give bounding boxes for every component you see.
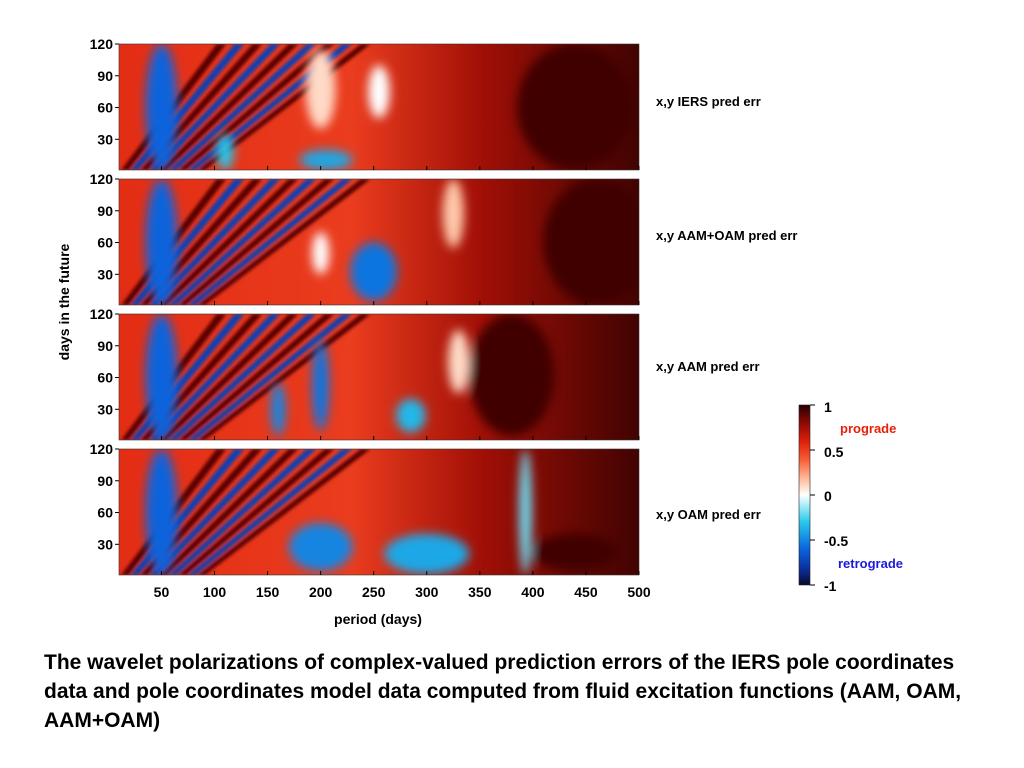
y-tick-label: 120 xyxy=(90,306,114,322)
x-tick-label: 400 xyxy=(521,584,545,600)
colorbar xyxy=(798,404,815,586)
stripe-mark xyxy=(159,44,299,170)
y-tick-label: 30 xyxy=(97,401,113,417)
y-tick-label: 30 xyxy=(97,131,113,147)
stripe-mark xyxy=(149,179,281,305)
y-tick-label: 60 xyxy=(97,100,113,116)
x-axis-label: period (days) xyxy=(334,611,422,627)
colorbar-gradient xyxy=(798,404,811,586)
polarization-blob xyxy=(469,314,555,436)
polarization-blob xyxy=(288,523,353,571)
colorbar-tick-label: 0 xyxy=(824,488,832,504)
polarization-blob xyxy=(216,134,234,170)
stripe-mark xyxy=(149,44,281,170)
y-tick-label: 60 xyxy=(97,505,113,521)
polarization-blob xyxy=(305,49,336,129)
figure-caption: The wavelet polarizations of complex-val… xyxy=(44,651,962,732)
polarization-blob xyxy=(368,65,390,119)
polarization-blob xyxy=(312,231,330,275)
y-tick-label: 60 xyxy=(97,370,113,386)
polarization-blob xyxy=(145,44,178,170)
colorbar-tick-label: 0.5 xyxy=(824,444,844,460)
x-tick-label: 450 xyxy=(574,584,598,600)
stripe-mark xyxy=(187,314,353,440)
y-tick-label: 90 xyxy=(97,338,113,354)
panel-label-aam-oam: x,y AAM+OAM pred err xyxy=(656,228,798,243)
stripe-mark xyxy=(168,314,317,440)
polarization-blob xyxy=(519,449,532,575)
polarization-blob xyxy=(270,382,286,436)
x-tick-label: 300 xyxy=(415,584,439,600)
polarization-blob xyxy=(516,44,634,170)
x-tick-label: 150 xyxy=(256,584,280,600)
polarization-blob xyxy=(312,340,330,431)
colorbar-tick-label: 1 xyxy=(824,399,832,415)
polarization-blob xyxy=(384,533,470,574)
stripe-mark xyxy=(178,314,335,440)
polarization-blob xyxy=(145,179,178,305)
stripe-mark xyxy=(197,314,371,440)
stripe-mark xyxy=(168,179,317,305)
polarization-blob xyxy=(442,179,464,248)
x-tick-label: 500 xyxy=(627,584,651,600)
panels-layer: 30 60 90 120 30 60 90 120 30 60 90 120 30 60 90 120 xyxy=(90,36,640,576)
y-axis-label: days in the future xyxy=(56,243,72,361)
stripe-mark xyxy=(168,44,317,170)
polarization-blob xyxy=(447,329,470,394)
colorbar-prograde-label: prograde xyxy=(840,421,897,436)
x-tick-label: 350 xyxy=(468,584,492,600)
x-tick-label: 100 xyxy=(203,584,227,600)
y-tick-label: 30 xyxy=(97,266,113,282)
x-axis: 50 100 150 200 250 300 350 400 450 500 xyxy=(154,584,651,600)
panel-frame xyxy=(118,313,640,441)
y-tick-label: 30 xyxy=(97,536,113,552)
colorbar-retrograde-label: retrograde xyxy=(838,556,904,571)
stripe-mark xyxy=(178,44,335,170)
stripe-mark xyxy=(187,179,353,305)
polarization-blob xyxy=(299,149,353,170)
stripe-mark xyxy=(178,179,335,305)
stripe-mark xyxy=(168,449,317,575)
stripe-mark xyxy=(159,449,299,575)
stripe-mark xyxy=(178,449,335,575)
stripe-mark xyxy=(149,314,281,440)
polarization-blob xyxy=(145,449,178,575)
panel: 30 60 90 120 xyxy=(90,441,640,576)
polarization-blob xyxy=(350,242,398,301)
stripe-mark xyxy=(159,314,299,440)
colorbar-tick-label: -1 xyxy=(824,578,837,594)
y-tick-label: 90 xyxy=(97,203,113,219)
y-tick-label: 90 xyxy=(97,68,113,84)
y-tick-label: 120 xyxy=(90,36,114,52)
colorbar-tick-label: -0.5 xyxy=(824,533,849,549)
polarization-blob xyxy=(395,398,426,433)
x-tick-label: 250 xyxy=(362,584,386,600)
x-tick-label: 200 xyxy=(309,584,333,600)
y-tick-label: 120 xyxy=(90,441,114,457)
panel: 30 60 90 120 xyxy=(90,171,640,306)
panel-frame xyxy=(118,43,640,171)
stripe-mark xyxy=(197,449,371,575)
polarization-blob xyxy=(145,314,178,440)
polarization-blob xyxy=(532,533,618,571)
panel-label-oam: x,y OAM pred err xyxy=(656,507,761,522)
panel: 30 60 90 120 xyxy=(90,36,640,171)
stripe-mark xyxy=(159,179,299,305)
panel-label-iers: x,y IERS pred err xyxy=(656,94,761,109)
y-tick-label: 60 xyxy=(97,235,113,251)
y-tick-label: 90 xyxy=(97,473,113,489)
stripe-mark xyxy=(187,449,353,575)
panel: 30 60 90 120 xyxy=(90,306,640,441)
y-tick-label: 120 xyxy=(90,171,114,187)
stripe-mark xyxy=(197,179,371,305)
panel-label-aam: x,y AAM pred err xyxy=(656,359,760,374)
polarization-blob xyxy=(543,179,639,305)
panel-frame xyxy=(118,448,640,576)
x-tick-label: 50 xyxy=(154,584,170,600)
wavelet-figure: 30 60 90 120 30 60 90 120 30 60 90 120 30 60 90 120 50 1… xyxy=(90,36,815,600)
stripe-mark xyxy=(149,449,281,575)
panel-frame xyxy=(118,178,640,306)
